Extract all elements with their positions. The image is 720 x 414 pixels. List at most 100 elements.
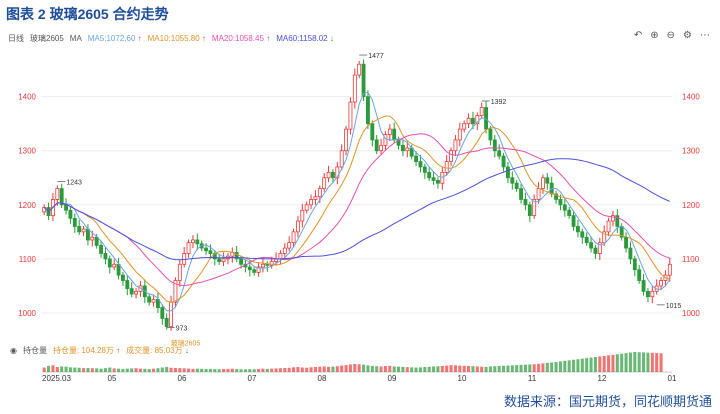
volume-bar-64 [322, 366, 326, 372]
settings-icon[interactable]: ⚙ [683, 30, 692, 41]
volume-bar-131 [615, 354, 619, 372]
candle-body-24 [147, 296, 152, 303]
volume-bar-98 [471, 366, 475, 372]
volume-bar-9 [82, 368, 86, 372]
symbol-label: 玻璃2605 [30, 33, 64, 43]
volume-bar-13 [99, 368, 103, 372]
y-tick-right-1: 1100 [682, 255, 700, 264]
candle-body-107 [510, 177, 515, 184]
period-label[interactable]: 日线 [8, 33, 24, 43]
more-icon[interactable]: ⋯ [700, 30, 710, 41]
y-tick-right-3: 1300 [682, 147, 700, 156]
volume-bar-128 [602, 355, 606, 372]
volume-bar-40 [217, 369, 221, 372]
volume-bar-96 [462, 365, 466, 372]
candle-body-114 [541, 177, 545, 189]
volume-bar-93 [449, 365, 453, 372]
y-tick-left-2: 1200 [18, 201, 36, 210]
volume-bar-29 [169, 367, 173, 372]
volume-bar-99 [475, 366, 479, 372]
candle-body-108 [514, 182, 519, 189]
collapse-toggle-icon[interactable]: ◉ [10, 346, 17, 355]
volume-bar-107 [510, 365, 514, 372]
volume-bar-65 [327, 366, 331, 372]
volume-bar-35 [195, 368, 199, 372]
volume-bar-76 [375, 366, 379, 372]
volume-bar-130 [611, 354, 615, 372]
volume-bar-36 [200, 368, 204, 372]
volume-bar-87 [423, 367, 427, 372]
candle-body-126 [593, 247, 598, 254]
volume-bar-125 [589, 357, 593, 372]
volume-bar-8 [77, 367, 81, 372]
volume-bar-71 [353, 364, 357, 372]
volume-bar-86 [418, 367, 422, 372]
candle-body-9 [81, 228, 86, 233]
candle-body-80 [392, 128, 397, 141]
candle-body-130 [611, 215, 615, 222]
zoom-in-icon[interactable]: ⊕ [650, 30, 659, 41]
candle-body-66 [331, 171, 335, 179]
candle-body-78 [383, 134, 388, 146]
volume-bar-112 [532, 364, 536, 372]
volume-bar-121 [572, 359, 576, 372]
candle-body-69 [344, 128, 348, 152]
candle-body-129 [606, 220, 611, 233]
candle-body-13 [99, 244, 103, 254]
x-tick-2: 06 [178, 374, 187, 383]
ma5-line [43, 91, 671, 312]
candle-body-15 [107, 258, 112, 268]
candle-body-75 [370, 123, 375, 141]
candle-body-67 [335, 166, 340, 179]
candle-body-56 [287, 242, 292, 249]
volume-panel-toggle[interactable]: 持仓量 [22, 346, 47, 355]
volume-bar-72 [357, 364, 361, 372]
y-tick-right-0: 1000 [682, 309, 700, 318]
candle-body-49 [256, 266, 261, 273]
ma-legend-bar: 日线 玻璃2605 MA MA5:1072.60 ↑ MA10:1055.80 … [8, 31, 334, 45]
candle-body-61 [309, 199, 313, 206]
candle-body-98 [471, 117, 475, 125]
candle-body-118 [558, 199, 563, 206]
candle-body-102 [488, 128, 493, 141]
candle-body-59 [300, 209, 305, 222]
open-interest-value: 持仓量: 104.28万 ↑ [52, 346, 121, 355]
volume-bar-24 [147, 369, 151, 372]
candle-body-100 [479, 107, 484, 116]
zoom-out-icon[interactable]: ⊖ [666, 30, 676, 41]
volume-bar-49 [257, 369, 261, 372]
y-tick-right-2: 1200 [682, 201, 700, 210]
volume-bar-23 [143, 368, 147, 372]
undo-icon[interactable]: ↶ [633, 30, 643, 41]
volume-bar-47 [248, 369, 252, 372]
y-tick-left-1: 1100 [19, 255, 37, 264]
candle-body-95 [457, 128, 462, 141]
candle-body-73 [361, 63, 366, 98]
candle-body-123 [580, 231, 585, 238]
volume-bar-55 [283, 368, 287, 372]
candle-body-17 [116, 263, 121, 276]
volume-bar-108 [515, 365, 519, 372]
volume-bar-6 [68, 367, 72, 372]
candle-body-64 [322, 177, 327, 189]
candle-body-133 [624, 236, 628, 249]
candle-body-63 [317, 188, 322, 198]
candle-body-111 [527, 204, 532, 217]
volume-bar-89 [432, 366, 436, 372]
candle-body-34 [191, 239, 195, 244]
volume-bar-12 [95, 368, 99, 372]
volume-bar-42 [226, 368, 230, 372]
candle-body-82 [401, 144, 405, 152]
candle-body-112 [532, 199, 537, 217]
volume-bar-103 [493, 366, 497, 372]
volume-bar-117 [554, 362, 558, 372]
x-tick-3: 07 [248, 374, 257, 383]
candle-body-31 [177, 263, 182, 281]
ma-prefix-label[interactable]: MA [69, 33, 82, 43]
volume-bar-7 [73, 367, 77, 372]
volume-bar-102 [488, 366, 492, 372]
ma60-value: MA60:1158.02 ↓ [276, 33, 334, 43]
volume-bar-126 [593, 357, 597, 372]
candle-body-104 [497, 150, 502, 157]
